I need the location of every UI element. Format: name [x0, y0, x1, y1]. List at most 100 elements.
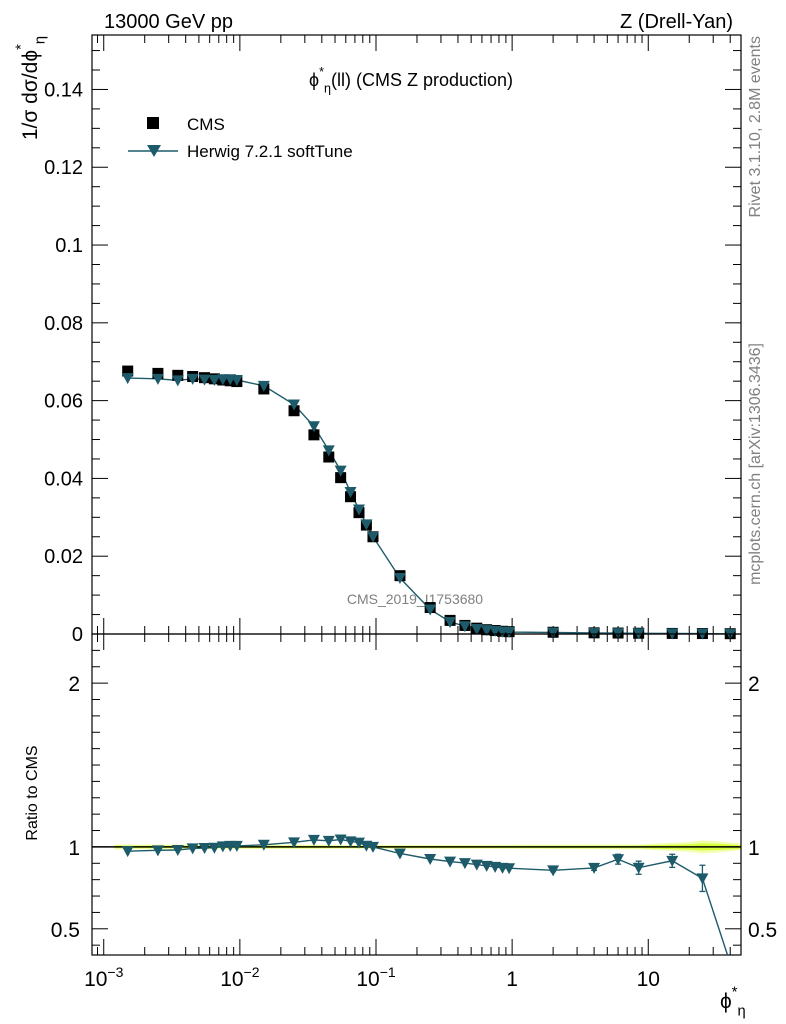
ratio-series-group — [121, 834, 736, 969]
ratio-data-point — [444, 856, 457, 868]
ratio-data-point — [547, 865, 560, 877]
mc-data-point — [470, 623, 483, 635]
ratio-data-point — [216, 841, 229, 853]
ratio-data-point — [257, 839, 270, 851]
x-tick-label-base: 1 — [506, 968, 518, 991]
ratio-data-point — [366, 841, 379, 853]
x-tick-label-exp: −1 — [380, 964, 396, 980]
ratio-data-point — [612, 854, 625, 866]
y-axis-label: 1/σ dσ/dϕ*η — [13, 36, 48, 140]
ratio-data-point — [724, 958, 736, 969]
y-tick-label: 0.06 — [44, 391, 83, 413]
chart-title-part: (ll) (CMS Z production) — [331, 70, 513, 90]
mcplots-label: mcplots.cern.ch [arXiv:1306.3436] — [747, 343, 764, 585]
legend: CMS Herwig 7.2.1 softTune — [128, 115, 353, 161]
cms-data-point — [288, 405, 300, 417]
ratio-data-point — [121, 846, 134, 858]
x-tick-label-base: 10 — [84, 968, 107, 991]
ratio-data-point — [171, 845, 184, 857]
mc-data-point — [171, 375, 184, 387]
mc-data-point — [186, 373, 199, 385]
header: 13000 GeV pp Z (Drell-Yan) — [104, 11, 733, 33]
mc-data-point — [458, 621, 471, 633]
x-tick-label: 10−2 — [220, 964, 260, 991]
x-tick-label-base: 10 — [356, 968, 379, 991]
mc-data-point — [360, 519, 373, 531]
cms-data-point — [122, 365, 134, 377]
legend-label-mc: Herwig 7.2.1 softTune — [187, 142, 353, 161]
mc-data-point — [480, 625, 493, 637]
x-tick-label: 10−3 — [84, 964, 124, 991]
ratio-frame — [91, 633, 742, 956]
ratio-y-axis-label: Ratio to CMS — [24, 745, 41, 840]
y-tick-label: 0.1 — [55, 235, 83, 257]
mc-data-point — [288, 399, 301, 411]
x-tick-label-exp: −3 — [107, 964, 123, 980]
x-tick-label: 10 — [637, 968, 660, 991]
y-axis-label-part: η — [32, 36, 48, 44]
mc-data-point — [424, 604, 437, 616]
ratio-data-point — [208, 842, 221, 854]
cms-data-point — [308, 429, 320, 441]
y-tick-label: 0.12 — [44, 157, 83, 179]
x-tick-label-base: 10 — [637, 968, 660, 991]
x-axis-label-part: * — [732, 984, 738, 1000]
x-tick-label: 10−1 — [356, 964, 396, 991]
chart-title-part: ϕ — [309, 70, 319, 90]
ratio-data-point — [334, 834, 347, 846]
ratio-data-point — [503, 863, 516, 875]
mc-data-point — [503, 627, 516, 639]
mc-data-point — [344, 487, 357, 499]
ratio-data-point — [322, 835, 335, 847]
ratio-data-point — [470, 859, 483, 871]
ratio-data-point — [480, 860, 493, 872]
y-axis-label-part: * — [13, 44, 29, 50]
mc-data-point — [230, 375, 243, 387]
y-axis-label-group: 1/σ dσ/dϕ*η — [13, 36, 48, 140]
main-panel: 00.020.040.060.080.10.120.141/σ dσ/dϕ*ηϕ… — [13, 34, 742, 646]
chart-title-part: * — [319, 65, 324, 79]
cms-data-point — [152, 367, 164, 379]
y-tick-label: 0.08 — [44, 313, 83, 335]
ratio-y-tick-label-left: 2 — [68, 673, 80, 696]
ratio-data-point — [458, 858, 471, 870]
ratio-y-tick-label-right: 0.5 — [748, 919, 777, 942]
mc-data-point — [208, 375, 221, 387]
y-tick-label: 0 — [72, 624, 83, 646]
ratio-data-point — [307, 834, 320, 846]
header-right-label: Z (Drell-Yan) — [620, 11, 733, 33]
ratio-data-point — [151, 845, 164, 857]
x-axis-label-part: ϕ — [720, 990, 732, 1013]
ratio-data-point — [344, 836, 357, 848]
ratio-data-point — [588, 862, 601, 874]
legend-marker-cms — [147, 117, 159, 129]
ratio-data-point — [696, 873, 709, 885]
ratio-y-tick-label-left: 1 — [68, 837, 80, 860]
mc-data-point — [366, 531, 379, 543]
x-axis-label-part: η — [737, 1003, 745, 1019]
y-tick-label: 0.14 — [44, 79, 83, 101]
mc-data-point — [322, 445, 335, 457]
mc-data-point — [334, 465, 347, 477]
x-tick-label-base: 10 — [220, 968, 243, 991]
mc-data-point — [151, 373, 164, 385]
ratio-data-point — [424, 854, 437, 866]
ratio-y-tick-label-right: 1 — [748, 837, 760, 860]
mc-data-point — [121, 373, 134, 385]
rivet-label: Rivet 3.1.10, 2.8M events — [747, 36, 764, 217]
ratio-data-point — [288, 837, 301, 849]
ratio-data-point — [230, 840, 243, 852]
y-tick-label: 0.04 — [44, 468, 83, 490]
ratio-data-point — [352, 837, 365, 849]
ratio-data-point — [666, 855, 679, 867]
ratio-y-tick-label-right: 2 — [748, 673, 760, 696]
cms-data-point — [172, 369, 184, 381]
mc-data-point — [257, 380, 270, 392]
legend-marker-mc — [147, 145, 161, 157]
mc-data-point — [198, 374, 211, 386]
mc-data-point — [393, 572, 406, 584]
mc-data-point — [444, 616, 457, 628]
ratio-data-point — [393, 848, 406, 860]
